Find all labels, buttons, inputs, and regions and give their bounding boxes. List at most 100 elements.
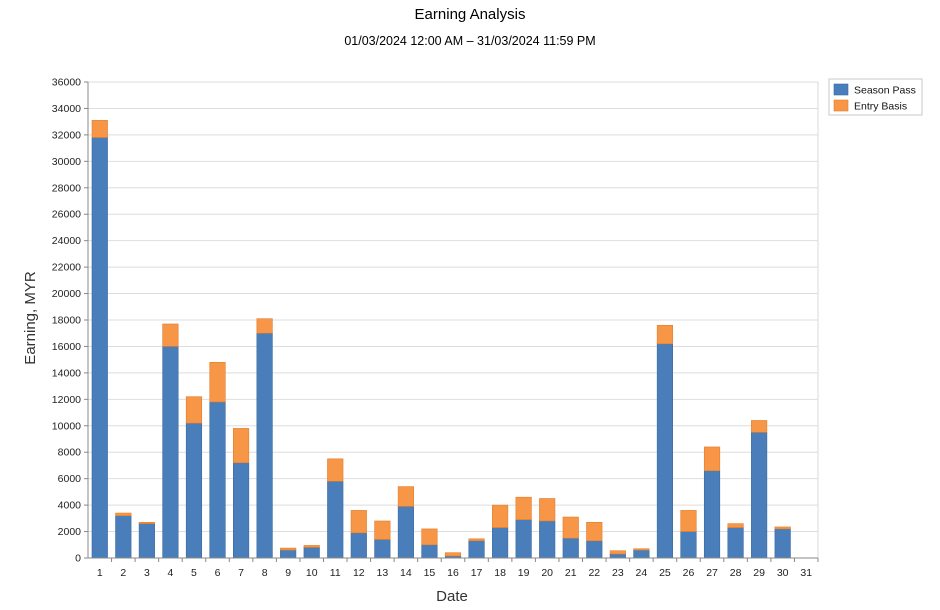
- bar-entry-basis: [280, 547, 297, 551]
- bar-entry-basis: [91, 120, 108, 138]
- bar-season-pass: [680, 531, 697, 559]
- bar-season-pass: [374, 539, 391, 559]
- y-tick-label: 26000: [52, 209, 81, 221]
- bar-entry-basis: [751, 420, 768, 433]
- y-tick-label: 22000: [52, 262, 81, 274]
- x-tick-label: 20: [541, 567, 553, 579]
- bar-entry-basis: [586, 521, 603, 542]
- x-tick-label: 27: [706, 567, 718, 579]
- y-tick-label: 12000: [52, 394, 81, 406]
- bar-entry-basis: [444, 552, 462, 557]
- bar-entry-basis: [138, 521, 155, 524]
- y-tick-label: 28000: [52, 182, 81, 194]
- bar-season-pass: [138, 523, 155, 559]
- bar-season-pass: [421, 544, 438, 559]
- x-tick-label: 26: [683, 567, 695, 579]
- bar-entry-basis: [397, 486, 414, 507]
- bar-entry-basis: [656, 324, 674, 345]
- x-tick-label: 8: [262, 567, 268, 579]
- bar-entry-basis: [633, 548, 650, 551]
- y-tick-label: 34000: [52, 103, 81, 115]
- bar-season-pass: [492, 527, 509, 559]
- bar-season-pass: [162, 346, 179, 559]
- x-tick-label: 28: [730, 567, 742, 579]
- bar-entry-basis: [539, 498, 556, 522]
- bar-season-pass: [327, 481, 344, 559]
- bar-season-pass: [656, 343, 674, 559]
- bar-entry-basis: [468, 538, 485, 542]
- bar-season-pass: [727, 527, 744, 559]
- x-tick-label: 30: [777, 567, 789, 579]
- x-tick-label: 13: [377, 567, 389, 579]
- bar-entry-basis: [327, 458, 344, 482]
- bar-series: [91, 120, 791, 559]
- x-tick-label: 21: [565, 567, 577, 579]
- bar-entry-basis: [162, 323, 179, 347]
- bar-season-pass: [303, 547, 320, 559]
- bar-entry-basis: [562, 516, 579, 539]
- x-tick-labels: 1 2 3 4 5 6 7 8 9 10 11 12 13 14 15 16 17 18 19 20 21 22 23 24 2…: [97, 567, 812, 579]
- x-tick-label: 12: [353, 567, 365, 579]
- y-tick-label: 18000: [52, 315, 81, 327]
- bar-entry-basis: [209, 362, 226, 403]
- bar-season-pass: [209, 401, 226, 559]
- bar-season-pass: [350, 532, 367, 559]
- bar-season-pass: [515, 519, 532, 559]
- bar-entry-basis: [774, 526, 791, 530]
- bar-season-pass: [397, 506, 414, 559]
- bar-season-pass: [256, 332, 273, 559]
- bar-season-pass: [751, 432, 768, 559]
- x-tick-label: 17: [471, 567, 483, 579]
- bar-entry-basis: [680, 510, 697, 532]
- legend-swatch: [833, 99, 849, 112]
- bar-season-pass: [703, 470, 721, 559]
- y-axis-title: Earning, MYR: [22, 271, 39, 365]
- y-tick-label: 4000: [58, 500, 82, 512]
- bar-season-pass: [232, 462, 250, 559]
- x-tick-label: 23: [612, 567, 624, 579]
- x-tick-label: 18: [494, 567, 506, 579]
- x-tick-label: 5: [191, 567, 197, 579]
- y-tick-label: 8000: [58, 447, 82, 459]
- bar-entry-basis: [609, 550, 626, 555]
- bar-entry-basis: [727, 523, 744, 528]
- bar-entry-basis: [232, 428, 250, 464]
- y-tick-label: 14000: [52, 367, 81, 379]
- bar-entry-basis: [303, 545, 320, 548]
- x-tick-label: 22: [588, 567, 600, 579]
- legend: Season Pass Entry Basis: [828, 78, 923, 116]
- bar-entry-basis: [350, 510, 367, 534]
- bar-season-pass: [185, 422, 203, 559]
- chart-subtitle: 01/03/2024 12:00 AM – 31/03/2024 11:59 P…: [344, 34, 596, 48]
- bar-entry-basis: [703, 446, 721, 472]
- y-tick-label: 24000: [52, 235, 81, 247]
- x-tick-label: 1: [97, 567, 103, 579]
- y-tick-label: 30000: [52, 156, 81, 168]
- x-tick-label: 11: [330, 567, 341, 579]
- y-tick-label: 20000: [52, 288, 81, 300]
- bar-entry-basis: [515, 496, 532, 520]
- y-tick-label: 32000: [52, 129, 81, 141]
- legend-label: Season Pass: [854, 85, 916, 97]
- bar-entry-basis: [185, 396, 203, 424]
- bar-season-pass: [468, 540, 485, 559]
- x-tick-label: 9: [285, 567, 291, 579]
- bar-entry-basis: [421, 528, 438, 546]
- bar-entry-basis: [115, 512, 132, 516]
- chart-title: Earning Analysis: [414, 6, 526, 23]
- bar-season-pass: [633, 549, 650, 559]
- bar-entry-basis: [256, 318, 273, 334]
- x-tick-label: 14: [400, 567, 412, 579]
- y-tick-label: 10000: [52, 420, 81, 432]
- bar-season-pass: [539, 520, 556, 559]
- x-tick-label: 16: [447, 567, 459, 579]
- x-tick-label: 10: [306, 567, 318, 579]
- x-axis-title: Date: [436, 588, 468, 605]
- y-tick-label: 6000: [58, 473, 82, 485]
- bar-season-pass: [91, 137, 108, 559]
- bar-season-pass: [586, 540, 603, 559]
- bar-entry-basis: [492, 504, 509, 528]
- x-tick-label: 25: [659, 567, 671, 579]
- y-tick-label: 0: [75, 553, 81, 565]
- y-tick-label: 16000: [52, 341, 81, 353]
